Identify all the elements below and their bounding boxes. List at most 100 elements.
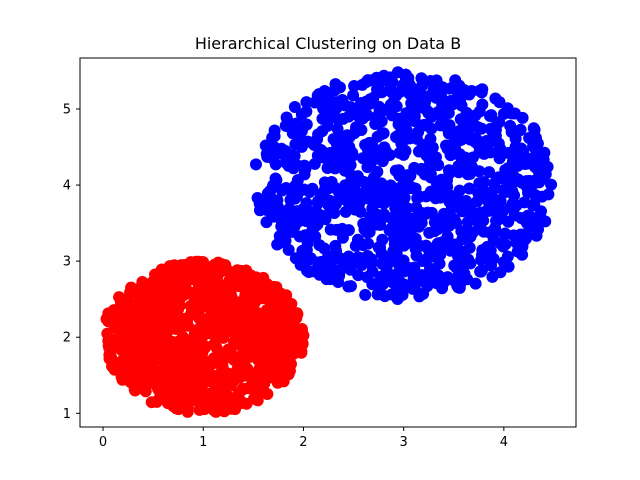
data-point: [173, 299, 186, 312]
data-point: [177, 396, 190, 409]
data-point: [521, 209, 534, 222]
data-point: [356, 78, 369, 91]
data-point: [371, 165, 384, 178]
data-point: [460, 194, 473, 207]
data-point: [253, 364, 266, 377]
data-point: [280, 324, 293, 337]
data-point: [508, 107, 521, 120]
data-point: [231, 277, 244, 290]
data-point: [193, 370, 206, 383]
data-point: [303, 253, 316, 266]
plot-frame: [79, 57, 577, 428]
data-point: [256, 341, 269, 354]
data-point: [396, 288, 409, 301]
data-point: [301, 237, 314, 250]
data-point: [378, 272, 391, 285]
data-point: [320, 273, 333, 286]
data-point: [244, 289, 257, 302]
data-point: [497, 240, 510, 253]
data-point: [352, 269, 365, 282]
data-point: [410, 201, 423, 214]
data-point: [104, 309, 117, 322]
data-point: [435, 187, 448, 200]
data-point: [324, 223, 337, 236]
data-point: [440, 139, 453, 152]
data-point: [212, 387, 225, 400]
data-point: [268, 327, 281, 340]
data-point: [243, 343, 256, 356]
data-point: [111, 335, 124, 348]
data-point: [201, 263, 214, 276]
data-point: [422, 90, 435, 103]
data-point: [140, 327, 153, 340]
data-point: [432, 269, 445, 282]
data-point: [400, 115, 413, 128]
data-point: [201, 387, 214, 400]
data-point: [357, 217, 370, 230]
data-point: [356, 152, 369, 165]
data-point: [188, 307, 201, 320]
data-point: [373, 152, 386, 165]
data-point: [196, 323, 209, 336]
data-point: [517, 146, 530, 159]
data-point: [283, 354, 296, 367]
data-point: [509, 199, 522, 212]
data-point: [142, 287, 155, 300]
data-point: [537, 153, 550, 166]
data-point: [365, 189, 378, 202]
data-point: [367, 91, 380, 104]
data-point: [360, 178, 373, 191]
data-point: [341, 129, 354, 142]
data-point: [203, 357, 216, 370]
data-point: [172, 283, 185, 296]
data-point: [458, 83, 471, 96]
data-point: [194, 351, 207, 364]
data-point: [455, 99, 468, 112]
data-point: [336, 222, 349, 235]
data-point: [131, 369, 144, 382]
data-point: [397, 265, 410, 278]
data-point: [128, 333, 141, 346]
data-point: [279, 156, 292, 169]
data-point: [387, 96, 400, 109]
data-point: [241, 276, 254, 289]
data-point: [460, 109, 473, 122]
data-point: [322, 199, 335, 212]
data-point: [418, 119, 431, 132]
data-point: [378, 208, 391, 221]
data-point: [485, 109, 498, 122]
data-point: [443, 210, 456, 223]
data-point: [351, 233, 364, 246]
data-point: [469, 277, 482, 290]
data-point: [372, 241, 385, 254]
data-point: [146, 338, 159, 351]
data-point: [476, 98, 489, 111]
data-point: [324, 110, 337, 123]
data-point: [353, 196, 366, 209]
data-point: [399, 127, 412, 140]
data-point: [275, 220, 288, 233]
data-point: [485, 259, 498, 272]
data-point: [214, 358, 227, 371]
data-point: [442, 124, 455, 137]
data-point: [270, 174, 283, 187]
data-point: [475, 264, 488, 277]
data-point: [539, 215, 552, 228]
data-point: [331, 136, 344, 149]
data-point: [273, 294, 286, 307]
data-point: [374, 218, 387, 231]
data-point: [210, 342, 223, 355]
data-point: [413, 190, 426, 203]
data-point: [423, 151, 436, 164]
data-point: [508, 125, 521, 138]
data-point: [362, 237, 375, 250]
data-point: [318, 84, 331, 97]
data-point: [184, 286, 197, 299]
data-point: [339, 153, 352, 166]
x-tick-label: 2: [299, 435, 307, 450]
data-point: [177, 344, 190, 357]
data-point: [352, 251, 365, 264]
data-point: [163, 311, 176, 324]
data-point: [294, 132, 307, 145]
data-point: [490, 173, 503, 186]
